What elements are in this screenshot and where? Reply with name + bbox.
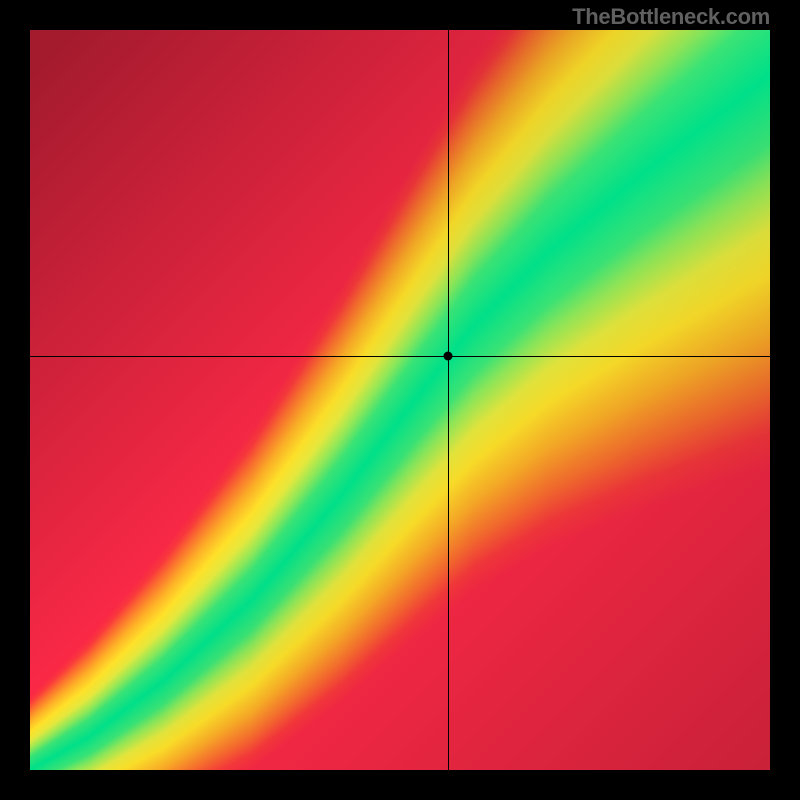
watermark-text: TheBottleneck.com <box>572 4 770 30</box>
crosshair-vertical <box>448 30 449 770</box>
crosshair-horizontal <box>30 356 770 357</box>
bottleneck-heatmap <box>30 30 770 770</box>
selection-marker <box>444 351 453 360</box>
plot-area <box>30 30 770 770</box>
